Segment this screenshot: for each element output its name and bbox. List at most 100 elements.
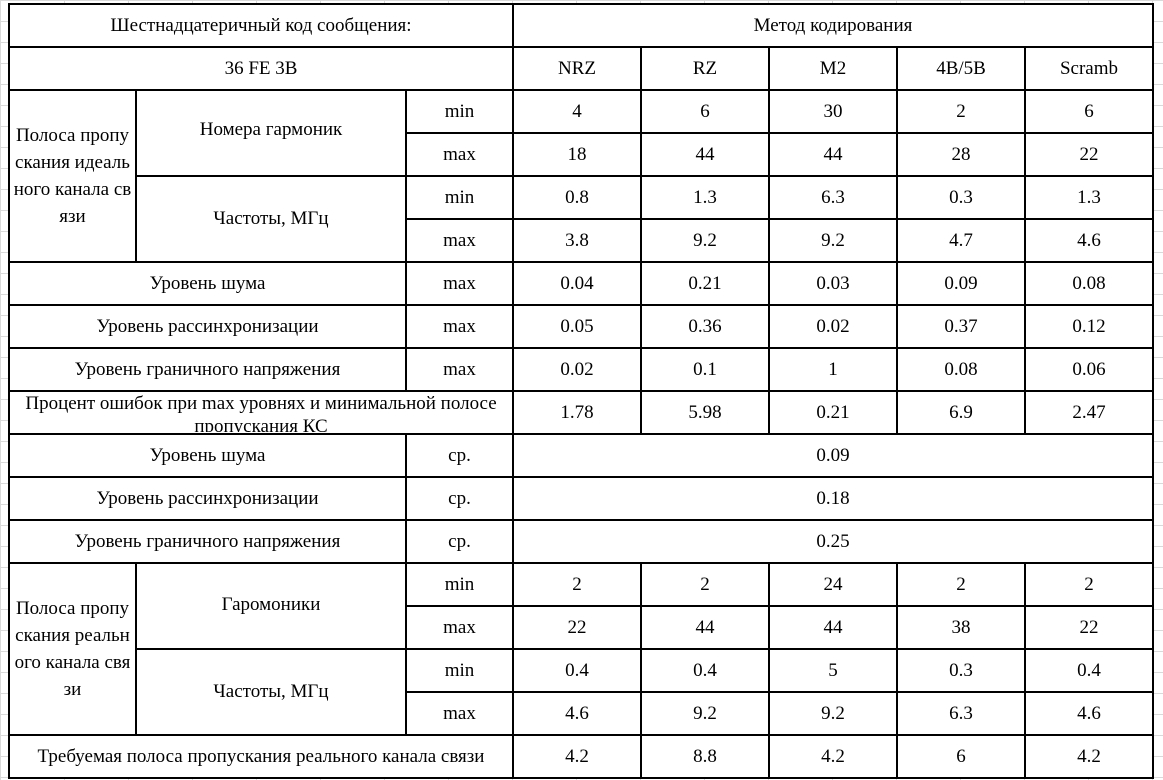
value-cell[interactable]: 6 [640,89,770,134]
value-cell[interactable]: 4.2 [1024,734,1154,779]
value-cell[interactable]: 5.98 [640,390,770,435]
error-percent-label[interactable]: Процент ошибок при max уровнях и минимал… [8,390,514,435]
value-cell[interactable]: 6.3 [896,691,1026,736]
ideal-band-label[interactable]: Полоса пропускания идеального канала свя… [8,89,137,263]
value-cell[interactable]: 5 [768,648,898,693]
value-cell[interactable]: 9.2 [640,691,770,736]
value-cell[interactable]: 30 [768,89,898,134]
value-cell[interactable]: 0.04 [512,261,642,306]
value-cell[interactable]: 0.21 [768,390,898,435]
stat-label[interactable]: min [405,648,514,693]
value-cell[interactable]: 1.3 [640,175,770,220]
value-cell[interactable]: 0.08 [896,347,1026,392]
stat-label[interactable]: ср. [405,519,514,564]
value-cell[interactable]: 4.7 [896,218,1026,263]
method-header-4b5b[interactable]: 4B/5B [896,46,1026,91]
value-cell[interactable]: 22 [1024,605,1154,650]
value-cell[interactable]: 2 [640,562,770,607]
value-cell[interactable]: 4.2 [768,734,898,779]
value-cell[interactable]: 24 [768,562,898,607]
row-label[interactable]: Уровень рассинхронизации [8,476,407,521]
real-harmonics-label[interactable]: Гаромоники [135,562,407,650]
coding-method-label[interactable]: Метод кодирования [512,3,1154,48]
stat-label[interactable]: ср. [405,433,514,478]
value-cell[interactable]: 4.6 [1024,691,1154,736]
ideal-harmonics-label[interactable]: Номера гармоник [135,89,407,177]
value-cell[interactable]: 38 [896,605,1026,650]
value-cell[interactable]: 9.2 [768,218,898,263]
value-cell[interactable]: 44 [768,132,898,177]
value-cell[interactable]: 0.4 [1024,648,1154,693]
merged-value-cell[interactable]: 0.18 [512,476,1154,521]
ideal-freq-label[interactable]: Частоты, МГц [135,175,407,263]
hex-code-value[interactable]: 36 FE 3B [8,46,514,91]
value-cell[interactable]: 0.21 [640,261,770,306]
value-cell[interactable]: 0.06 [1024,347,1154,392]
value-cell[interactable]: 18 [512,132,642,177]
value-cell[interactable]: 0.03 [768,261,898,306]
value-cell[interactable]: 4.6 [1024,218,1154,263]
value-cell[interactable]: 0.02 [768,304,898,349]
value-cell[interactable]: 4.2 [512,734,642,779]
merged-value-cell[interactable]: 0.09 [512,433,1154,478]
value-cell[interactable]: 2 [896,89,1026,134]
stat-label[interactable]: max [405,304,514,349]
value-cell[interactable]: 0.05 [512,304,642,349]
value-cell[interactable]: 1.78 [512,390,642,435]
method-header-nrz[interactable]: NRZ [512,46,642,91]
stat-label[interactable]: max [405,261,514,306]
value-cell[interactable]: 2 [896,562,1026,607]
value-cell[interactable]: 6 [896,734,1026,779]
value-cell[interactable]: 28 [896,132,1026,177]
value-cell[interactable]: 0.8 [512,175,642,220]
value-cell[interactable]: 6.3 [768,175,898,220]
value-cell[interactable]: 1 [768,347,898,392]
method-header-m2[interactable]: M2 [768,46,898,91]
value-cell[interactable]: 2 [1024,562,1154,607]
method-header-rz[interactable]: RZ [640,46,770,91]
stat-label[interactable]: min [405,562,514,607]
value-cell[interactable]: 0.36 [640,304,770,349]
value-cell[interactable]: 2 [512,562,642,607]
value-cell[interactable]: 8.8 [640,734,770,779]
row-label[interactable]: Уровень шума [8,433,407,478]
method-header-scramb[interactable]: Scramb [1024,46,1154,91]
value-cell[interactable]: 2.47 [1024,390,1154,435]
value-cell[interactable]: 44 [640,605,770,650]
value-cell[interactable]: 0.37 [896,304,1026,349]
merged-value-cell[interactable]: 0.25 [512,519,1154,564]
value-cell[interactable]: 0.1 [640,347,770,392]
stat-label[interactable]: ср. [405,476,514,521]
row-label[interactable]: Уровень шума [8,261,407,306]
stat-label[interactable]: min [405,89,514,134]
value-cell[interactable]: 6.9 [896,390,1026,435]
value-cell[interactable]: 1.3 [1024,175,1154,220]
value-cell[interactable]: 0.3 [896,648,1026,693]
value-cell[interactable]: 0.12 [1024,304,1154,349]
value-cell[interactable]: 0.4 [640,648,770,693]
row-label[interactable]: Уровень граничного напряжения [8,347,407,392]
hex-code-label[interactable]: Шестнадцатеричный код сообщения: [8,3,514,48]
value-cell[interactable]: 6 [1024,89,1154,134]
value-cell[interactable]: 4.6 [512,691,642,736]
stat-label[interactable]: max [405,347,514,392]
value-cell[interactable]: 22 [512,605,642,650]
real-band-label[interactable]: Полоса пропускания реального канала связ… [8,562,137,736]
value-cell[interactable]: 44 [768,605,898,650]
value-cell[interactable]: 3.8 [512,218,642,263]
value-cell[interactable]: 9.2 [768,691,898,736]
real-freq-label[interactable]: Частоты, МГц [135,648,407,736]
value-cell[interactable]: 9.2 [640,218,770,263]
stat-label[interactable]: max [405,605,514,650]
value-cell[interactable]: 0.02 [512,347,642,392]
stat-label[interactable]: max [405,218,514,263]
value-cell[interactable]: 22 [1024,132,1154,177]
required-band-label[interactable]: Требуемая полоса пропускания реального к… [8,734,514,779]
value-cell[interactable]: 0.4 [512,648,642,693]
stat-label[interactable]: min [405,175,514,220]
value-cell[interactable]: 4 [512,89,642,134]
stat-label[interactable]: max [405,691,514,736]
stat-label[interactable]: max [405,132,514,177]
value-cell[interactable]: 0.09 [896,261,1026,306]
value-cell[interactable]: 0.08 [1024,261,1154,306]
